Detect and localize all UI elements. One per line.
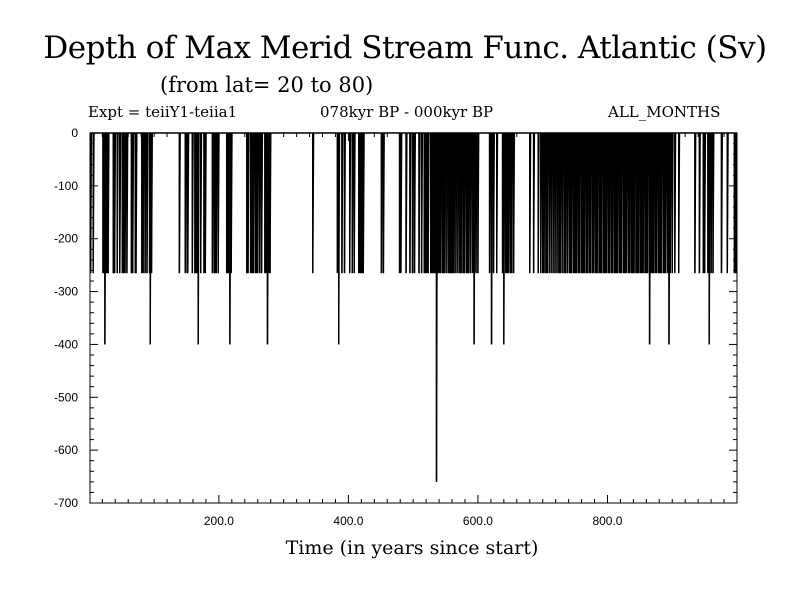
y-tick-label: -700 (54, 496, 78, 510)
chart-title: Depth of Max Merid Stream Func. Atlantic… (43, 30, 767, 66)
x-tick-label: 800.0 (592, 514, 622, 528)
x-tick-label: 600.0 (463, 514, 493, 528)
y-tick-label: -500 (54, 390, 78, 404)
minor-ticks (90, 133, 737, 503)
y-tick-label: -300 (54, 285, 78, 299)
months-label: ALL_MONTHS (608, 103, 721, 121)
y-tick-label: -600 (54, 443, 78, 457)
x-tick-label: 400.0 (333, 514, 363, 528)
x-axis-title: Time (in years since start) (286, 537, 539, 559)
y-tick-label: -200 (54, 232, 78, 246)
x-tick-label: 200.0 (204, 514, 234, 528)
tick-labels: 200.0 400.0 600.0 800.0 0 -100 -200 -300 -400 -50… (54, 126, 623, 528)
y-tick-label: -400 (54, 337, 78, 351)
y-tick-label: -100 (54, 179, 78, 193)
data-series (89, 132, 738, 482)
plot-frame (89, 132, 738, 504)
experiment-label: Expt = teiiY1-teiia1 (88, 103, 238, 121)
y-tick-label: 0 (71, 126, 78, 140)
major-ticks (90, 132, 737, 504)
chart-subtitle: (from lat= 20 to 80) (160, 73, 374, 97)
period-label: 078kyr BP - 000kyr BP (320, 103, 494, 121)
